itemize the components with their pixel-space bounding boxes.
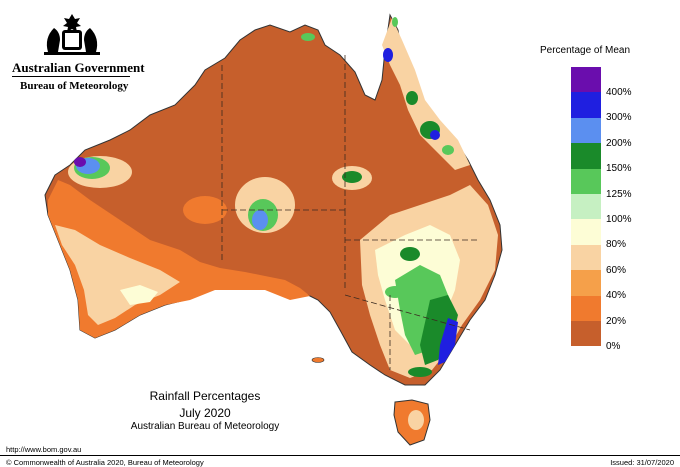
footer-issued: Issued: 31/07/2020 xyxy=(610,458,674,467)
legend-swatch xyxy=(571,143,601,169)
legend-swatch xyxy=(571,320,601,347)
legend-label: 100% xyxy=(606,213,632,225)
legend-swatch xyxy=(571,270,601,296)
legend-swatch xyxy=(571,193,601,220)
pilbara-purple-zone xyxy=(74,157,86,167)
header-divider xyxy=(12,76,130,77)
cape-york-blue-zone xyxy=(383,48,393,62)
western-low-zone xyxy=(183,196,227,224)
legend-swatch xyxy=(571,92,601,118)
coat-of-arms-icon xyxy=(44,14,100,55)
map-source: Australian Bureau of Meteorology xyxy=(130,421,280,432)
legend-label: 60% xyxy=(606,264,627,276)
map-period: July 2020 xyxy=(179,406,231,420)
cape-york-pale-zone xyxy=(382,18,470,170)
west-coast-cream-patch xyxy=(120,285,158,305)
kangaroo-island-icon xyxy=(311,357,325,363)
legend-swatch xyxy=(571,219,601,245)
legend-swatch xyxy=(571,244,601,271)
legend-title: Percentage of Mean xyxy=(540,45,631,56)
mackay-green-zone xyxy=(442,145,454,155)
darling-downs-green-zone xyxy=(400,247,420,261)
bureau-name: Bureau of Meteorology xyxy=(20,80,129,92)
legend-swatch xyxy=(571,117,601,144)
central-blue-zone xyxy=(252,210,268,230)
footer-divider xyxy=(0,455,680,456)
tasmania-pale-zone xyxy=(408,410,424,430)
legend-label: 80% xyxy=(606,239,627,251)
legend-label: 20% xyxy=(606,315,627,327)
west-coast-pale-band xyxy=(55,225,180,325)
east-darkgreen-belt xyxy=(420,295,458,365)
legend-label: 200% xyxy=(606,137,632,149)
central-east-green-zone xyxy=(342,171,362,183)
state-borders xyxy=(221,55,480,370)
map-title: Rainfall Percentages xyxy=(149,389,261,403)
arnhem-green-zone xyxy=(301,33,315,41)
legend-label: 150% xyxy=(606,163,632,175)
cairns-green-zone xyxy=(406,91,418,105)
legend-label: 300% xyxy=(606,112,632,124)
legend-label: 0% xyxy=(606,340,621,352)
legend-color-bar xyxy=(571,67,601,347)
legend-swatch xyxy=(571,168,601,194)
legend-swatch xyxy=(571,295,601,321)
legend-label: 125% xyxy=(606,188,632,200)
legend-swatch xyxy=(571,67,601,93)
footer-copyright: © Commonwealth of Australia 2020, Bureau… xyxy=(6,458,204,467)
footer-url: http://www.bom.gov.au xyxy=(6,445,82,454)
riverina-green-zone xyxy=(385,286,405,298)
legend-label: 400% xyxy=(606,86,632,98)
townsville-blue-zone xyxy=(430,130,440,140)
cape-york-green-zone xyxy=(392,17,398,27)
legend-label: 40% xyxy=(606,290,627,302)
government-name: Australian Government xyxy=(12,60,145,75)
east-blue-belt xyxy=(438,318,458,365)
gippsland-green-zone xyxy=(408,367,432,377)
